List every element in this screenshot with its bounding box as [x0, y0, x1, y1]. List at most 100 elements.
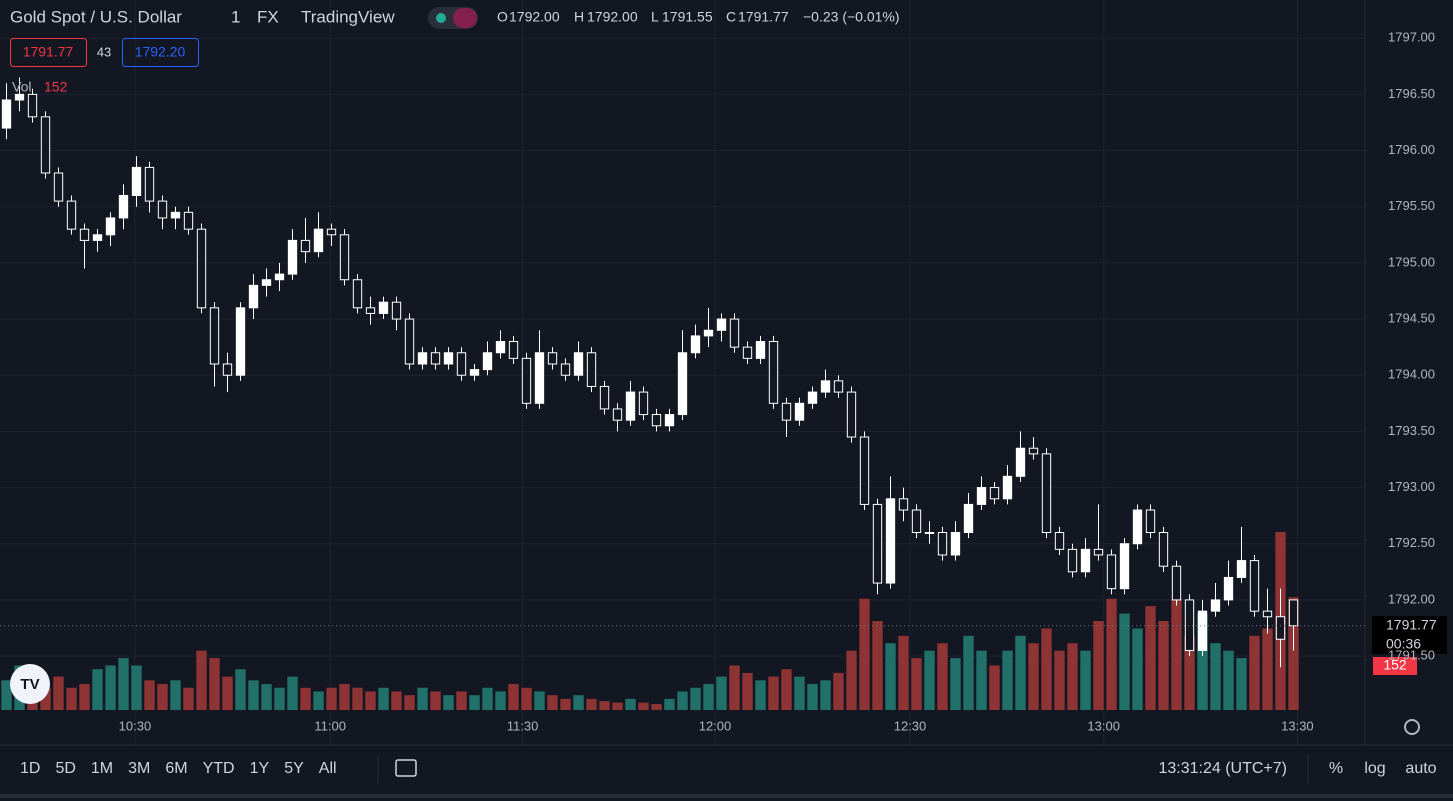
- volume-bar: [183, 687, 194, 710]
- scale-button[interactable]: log: [1364, 760, 1385, 777]
- volume-bar: [404, 695, 415, 710]
- ask: 1792.20: [135, 44, 186, 60]
- candle-body: [40, 116, 51, 174]
- volume-bar: [1171, 598, 1182, 710]
- scale-button[interactable]: %: [1329, 760, 1343, 777]
- volume-bar: [560, 698, 571, 710]
- volume-bar: [612, 702, 623, 710]
- candle-body: [703, 329, 714, 337]
- y-tick-label: 1795.50: [1388, 198, 1435, 213]
- settings-icon[interactable]: [1404, 719, 1420, 735]
- candle-body: [1184, 599, 1195, 651]
- candle-body: [131, 166, 142, 196]
- candle-body: [378, 301, 389, 314]
- volume-last-box: [1373, 657, 1417, 675]
- candle-body: [1002, 475, 1013, 500]
- volume-bar: [963, 635, 974, 710]
- legend-c-label: C: [726, 9, 736, 25]
- range-button[interactable]: 5D: [55, 760, 75, 777]
- legend-c: 1791.77: [738, 9, 789, 25]
- range-button[interactable]: 1D: [20, 760, 40, 777]
- candle-body: [1041, 453, 1052, 533]
- volume-bar: [287, 676, 298, 710]
- candle-body: [183, 211, 194, 230]
- volume-bar: [924, 650, 935, 710]
- range-button[interactable]: 1M: [91, 760, 113, 777]
- volume-bar: [53, 676, 64, 710]
- candle-body: [313, 228, 324, 253]
- volume-bar: [1132, 628, 1143, 710]
- volume-bar: [417, 687, 428, 710]
- candle-body: [768, 341, 779, 404]
- last-price-label: 1791.77: [1386, 616, 1437, 632]
- candle-body: [651, 414, 662, 427]
- volume-bar: [1158, 621, 1169, 710]
- candle-body: [209, 307, 220, 365]
- volume-bar: [300, 687, 311, 710]
- volume-bar: [170, 680, 181, 710]
- volume-bar: [157, 684, 168, 710]
- candle-body: [365, 307, 376, 314]
- candle-body: [521, 357, 532, 404]
- volume-bar: [547, 695, 558, 710]
- volume-bar: [625, 698, 636, 710]
- interval: 1: [231, 7, 240, 26]
- candle-body: [1223, 576, 1234, 601]
- candle-body: [196, 228, 207, 309]
- volume-bar: [937, 643, 948, 710]
- range-button[interactable]: 5Y: [284, 760, 304, 777]
- volume-bar: [482, 687, 493, 710]
- candle-body: [79, 228, 90, 241]
- bid-box[interactable]: [10, 38, 87, 67]
- volume-bar: [1015, 635, 1026, 710]
- candle-body: [1093, 548, 1104, 556]
- candle-body: [742, 346, 753, 359]
- range-button[interactable]: 6M: [165, 760, 187, 777]
- goto-date-icon[interactable]: [395, 759, 417, 777]
- candle-body: [729, 318, 740, 348]
- exchange: FX: [257, 7, 279, 26]
- range-button[interactable]: All: [319, 760, 337, 777]
- candle-body: [924, 532, 935, 534]
- candle-body: [638, 391, 649, 416]
- y-tick-label: 1796.00: [1388, 142, 1435, 157]
- range-button[interactable]: 1Y: [250, 760, 270, 777]
- tv-logo[interactable]: [10, 664, 50, 704]
- candle-body: [573, 352, 584, 376]
- candle-body: [300, 239, 311, 253]
- candle-body: [976, 487, 987, 505]
- volume-bar: [66, 687, 77, 710]
- candle-body: [1158, 532, 1169, 567]
- volume-bar: [40, 687, 51, 710]
- volume-bar: [1002, 650, 1013, 710]
- candle-body: [807, 391, 818, 404]
- volume-bar: [1262, 628, 1273, 710]
- tv-logo-mark: TV: [20, 676, 39, 693]
- x-tick-label: 13:30: [1281, 718, 1314, 733]
- range-button[interactable]: 3M: [128, 760, 150, 777]
- legend-h-label: H: [574, 9, 584, 25]
- volume-bar: [274, 687, 285, 710]
- candle-body: [274, 273, 285, 281]
- volume-bar: [794, 676, 805, 710]
- legend-l-label: L: [651, 9, 659, 25]
- candle-body: [1106, 554, 1117, 590]
- candle-body: [1, 99, 12, 129]
- volume-bar: [911, 658, 922, 710]
- volume-bar: [664, 698, 675, 710]
- volume-bar: [703, 684, 714, 710]
- ask-box[interactable]: [122, 38, 199, 67]
- volume-bar: [378, 687, 389, 710]
- candle-body: [547, 352, 558, 365]
- candle-body: [1171, 565, 1182, 601]
- volume-bar: [677, 691, 688, 710]
- candle-body: [261, 279, 272, 286]
- y-tick-label: 1796.50: [1388, 86, 1435, 101]
- legend-o: 1792.00: [509, 9, 560, 25]
- candle-body: [690, 335, 701, 354]
- scale-button[interactable]: auto: [1405, 760, 1436, 777]
- y-tick-label: 1792.50: [1388, 535, 1435, 550]
- candle-body: [794, 402, 805, 421]
- range-button[interactable]: YTD: [203, 760, 235, 777]
- last-price-box: [1372, 616, 1447, 654]
